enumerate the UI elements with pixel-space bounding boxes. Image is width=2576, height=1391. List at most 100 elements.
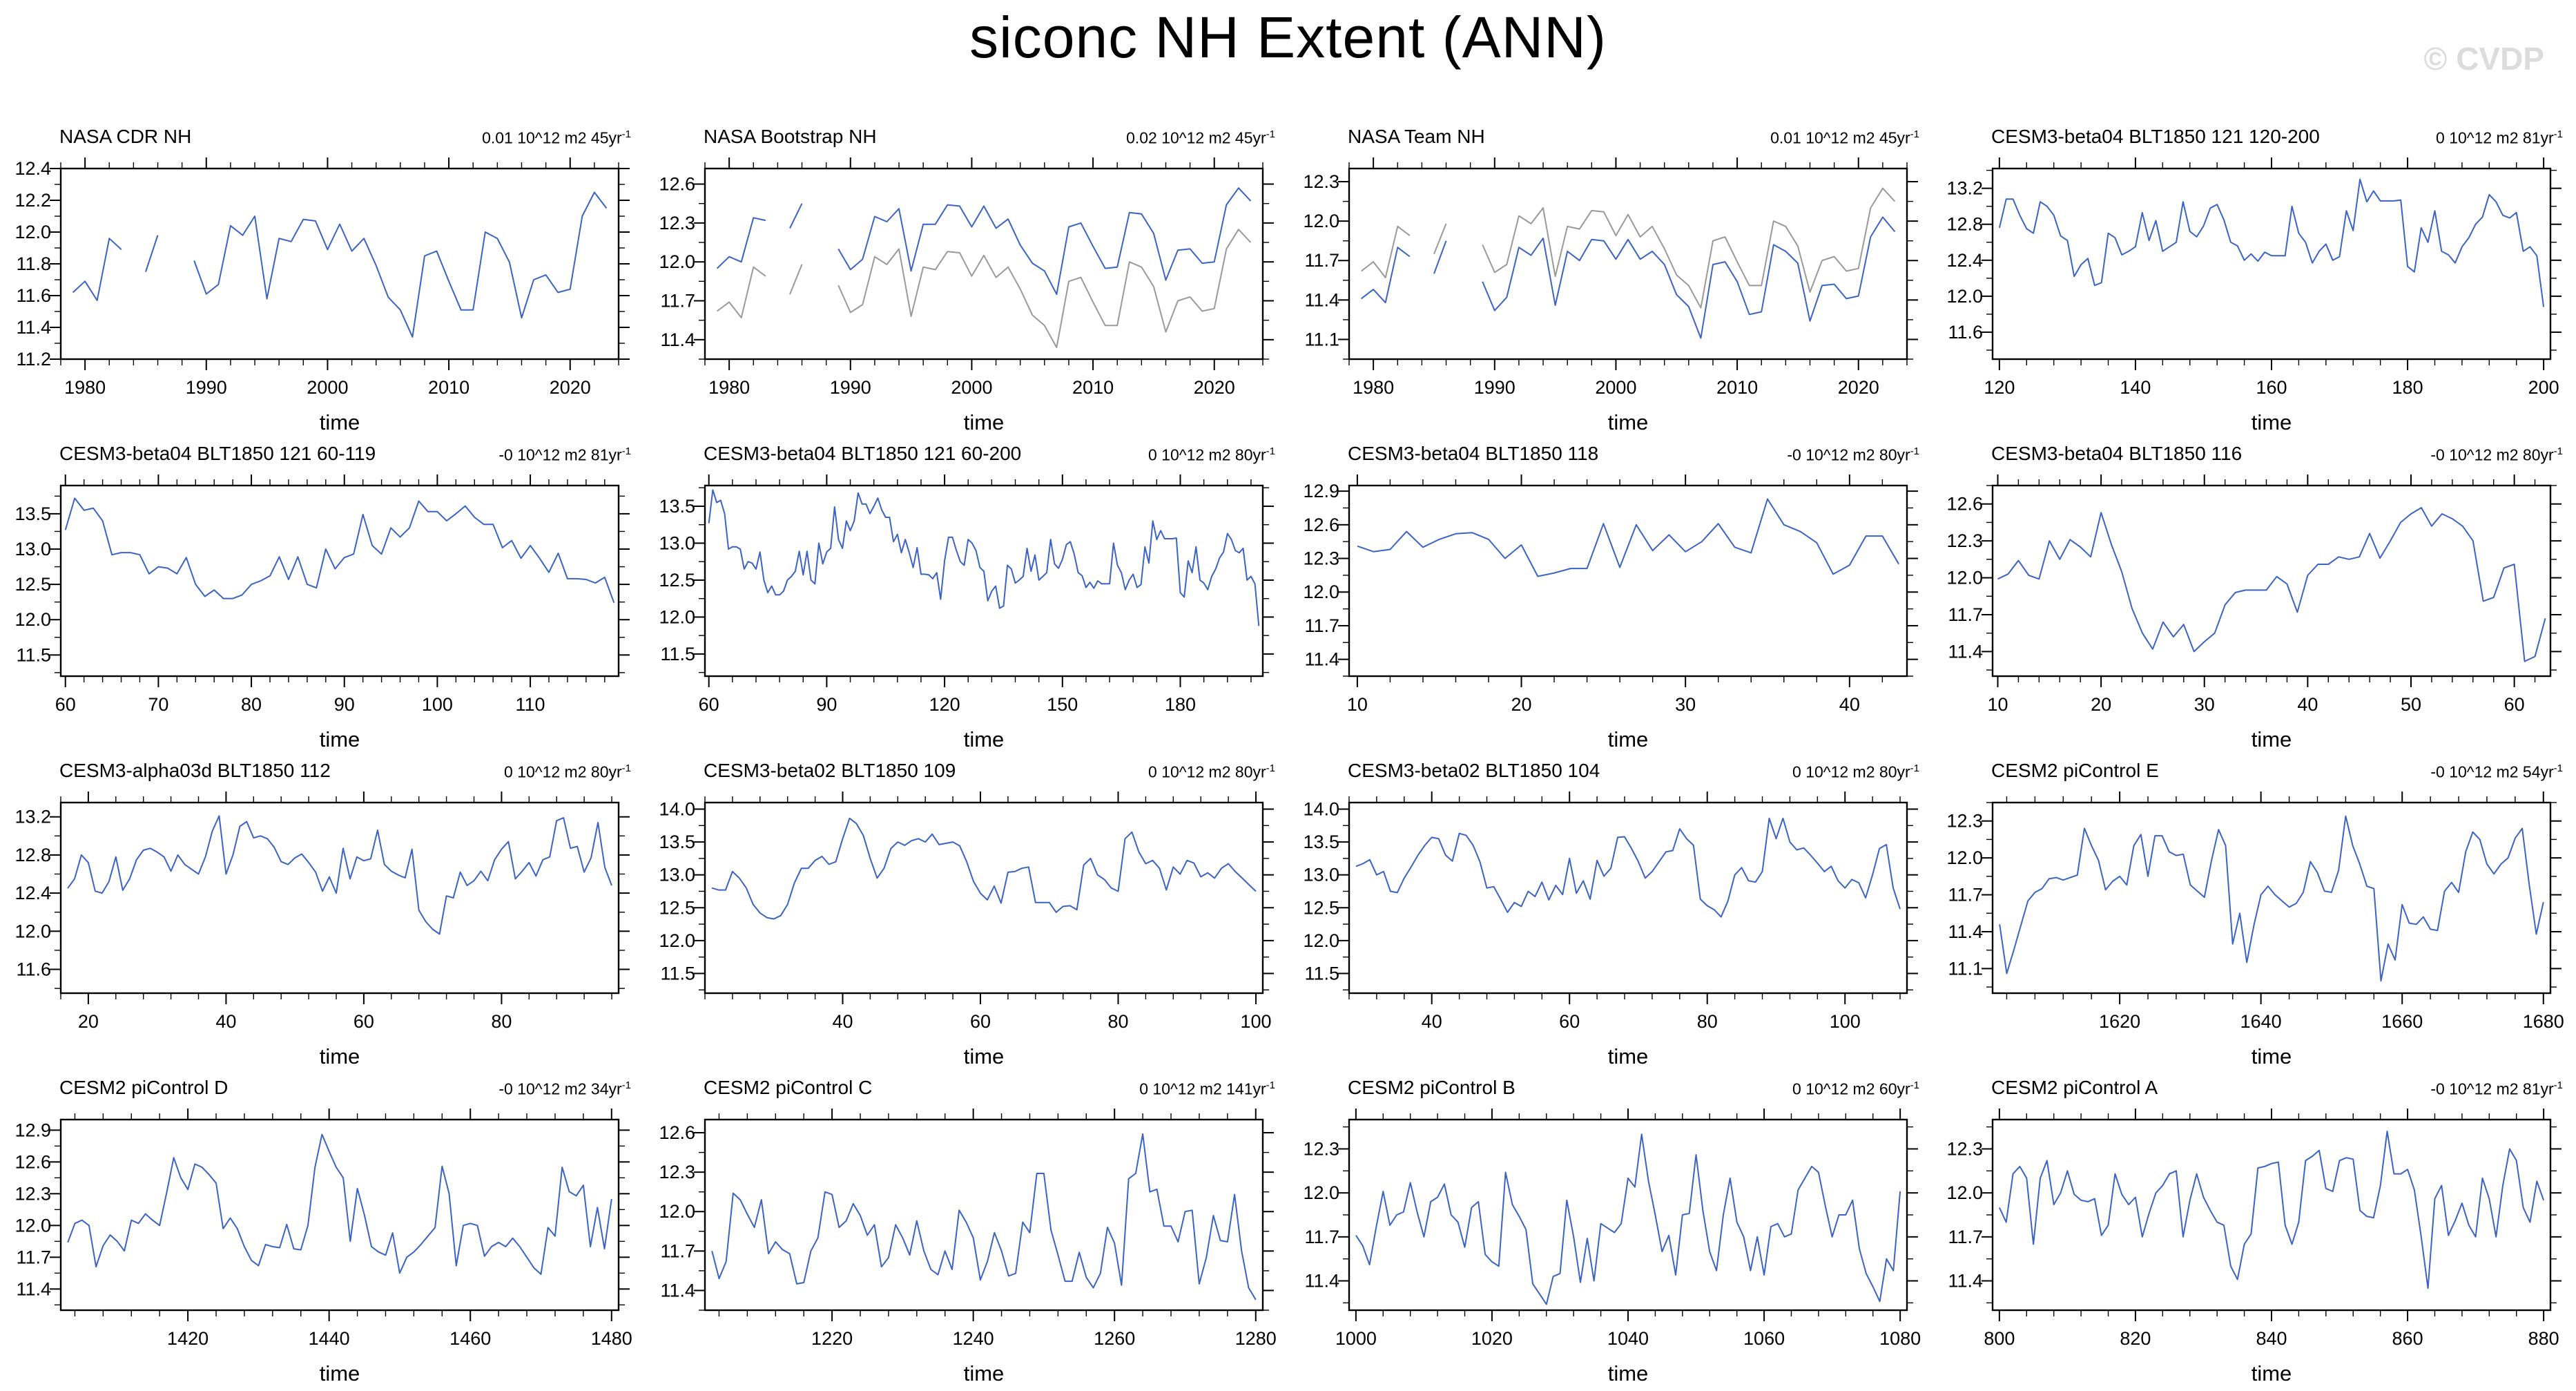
- x-tick-label: 60: [2504, 694, 2525, 715]
- x-axis-title: time: [964, 727, 1005, 751]
- panel-trend-value: 0 10^12 m2 80yr: [1148, 762, 1266, 781]
- y-tick-label: 13.0: [659, 533, 695, 553]
- panel-plot: 11.2 11.4 11.6 11.8 12.0 12.2 12.4 1980 1990 2000…: [14, 157, 630, 434]
- x-tick-label: 50: [2401, 694, 2421, 715]
- y-tick-label: 11.6: [16, 285, 51, 306]
- panel-cesm3-beta04-blt1850-121-120-200: CESM3-beta04 BLT1850 121 120-200 0 10^12 …: [1932, 123, 2575, 439]
- panel-title: NASA CDR NH: [59, 126, 192, 147]
- axis-ticks: [50, 792, 630, 1004]
- panel-title: CESM3-beta04 BLT1850 121 120-200: [1991, 126, 2320, 147]
- panel-header: CESM3-beta02 BLT1850 109 0 10^12 m2 80yr-…: [644, 757, 1288, 785]
- plot-frame: [1991, 167, 2552, 361]
- panel-trend-label: 0 10^12 m2 80yr-1: [1148, 445, 1275, 465]
- x-tick-label: 1440: [309, 1328, 350, 1349]
- panel-cesm3-alpha03d-blt1850-112: CESM3-alpha03d BLT1850 112 0 10^12 m2 80y…: [0, 757, 643, 1073]
- plot-frame: [1348, 801, 1908, 995]
- x-tick-label: 80: [241, 694, 262, 715]
- panel-header: CESM3-beta04 BLT1850 116 -0 10^12 m2 80yr…: [1932, 440, 2575, 468]
- y-tick-label: 11.4: [1304, 289, 1339, 310]
- x-tick-label: 1240: [953, 1328, 994, 1349]
- y-tick-label: 11.7: [1304, 615, 1339, 636]
- y-tick-label: 12.3: [1303, 548, 1339, 569]
- panel-trend-exponent: -1: [621, 128, 631, 140]
- x-tick-label: 100: [1830, 1011, 1861, 1032]
- x-tick-label: 2000: [1595, 377, 1636, 398]
- data-line-primary: [1360, 216, 1896, 339]
- data-line-primary: [1355, 817, 1901, 918]
- panel-plot: 11.4 11.7 12.0 12.3 12.6 10 20 30 40 50 60 time: [1946, 474, 2562, 751]
- y-tick-label: 12.9: [1303, 481, 1339, 501]
- axis-labels: 11.5 12.0 12.5 13.0 13.5 60 90 120 150 180 time: [659, 496, 1196, 751]
- panel-cesm3-beta02-blt1850-109: CESM3-beta02 BLT1850 109 0 10^12 m2 80yr-…: [644, 757, 1288, 1073]
- y-tick-label: 11.4: [1948, 641, 1983, 662]
- x-tick-label: 1990: [830, 377, 871, 398]
- panel-title: CESM2 piControl D: [59, 1077, 229, 1098]
- y-tick-label: 11.6: [16, 959, 51, 980]
- y-tick-label: 12.4: [14, 158, 51, 179]
- y-tick-label: 11.7: [1948, 1227, 1983, 1247]
- plot-frame: [1348, 1118, 1908, 1312]
- panel-plot: 11.4 11.7 12.0 12.3 800 820 840 860 880 time: [1946, 1109, 2562, 1385]
- x-tick-label: 20: [1511, 694, 1532, 715]
- x-tick-label: 180: [2392, 377, 2423, 398]
- x-axis-title: time: [320, 1044, 360, 1068]
- panel-nasa-cdr-nh: NASA CDR NH 0.01 10^12 m2 45yr-1 11.2 11.4 1…: [0, 123, 643, 439]
- y-tick-label: 12.3: [14, 1183, 51, 1204]
- data-line-primary: [716, 187, 1252, 296]
- y-tick-label: 12.2: [14, 190, 51, 211]
- x-tick-label: 1080: [1879, 1328, 1921, 1349]
- x-axis-title: time: [1608, 727, 1649, 751]
- data-line-primary: [1998, 1131, 2545, 1289]
- axis-labels: 11.4 11.7 12.0 12.3 12.6 10 20 30 40 50 60 time: [1946, 494, 2524, 751]
- panel-trend-value: 0.02 10^12 m2 45yr: [1126, 128, 1266, 147]
- x-tick-label: 40: [2297, 694, 2318, 715]
- panel-cesm3-beta04-blt1850-121-60-119: CESM3-beta04 BLT1850 121 60-119 -0 10^12 …: [0, 440, 643, 756]
- panel-trend-exponent: -1: [1266, 1080, 1275, 1091]
- y-tick-label: 12.0: [14, 609, 51, 630]
- x-tick-label: 1480: [591, 1328, 632, 1349]
- panel-trend-exponent: -1: [1266, 762, 1275, 774]
- x-axis-title: time: [1608, 1044, 1649, 1068]
- panel-plot: 11.1 11.4 11.7 12.0 12.3 1620 1640 1660 1680 time: [1946, 792, 2564, 1068]
- x-tick-label: 40: [1422, 1011, 1442, 1032]
- panel-trend-value: -0 10^12 m2 80yr: [1787, 445, 1910, 464]
- data-line-primary: [67, 1133, 612, 1275]
- panel-trend-label: -0 10^12 m2 34yr-1: [498, 1080, 631, 1099]
- panel-header: CESM3-beta04 BLT1850 121 60-119 -0 10^12 …: [0, 440, 643, 468]
- x-tick-label: 80: [1697, 1011, 1718, 1032]
- panel-trend-value: 0.01 10^12 m2 45yr: [482, 128, 622, 147]
- y-tick-label: 12.0: [659, 930, 695, 951]
- y-tick-label: 14.0: [659, 799, 695, 820]
- panel-trend-label: -0 10^12 m2 80yr-1: [1787, 445, 1919, 465]
- y-tick-label: 11.4: [1304, 1271, 1339, 1292]
- x-tick-label: 2020: [1194, 377, 1235, 398]
- x-axis-title: time: [320, 727, 360, 751]
- panel-plot: 11.5 12.0 12.5 13.0 13.5 60 90 120 150 180 time: [659, 474, 1274, 751]
- axis-labels: 11.2 11.4 11.6 11.8 12.0 12.2 12.4 1980 1990 2000…: [14, 158, 590, 434]
- y-tick-label: 12.0: [14, 921, 51, 941]
- axis-ticks: [1338, 474, 1918, 687]
- y-tick-label: 11.4: [660, 329, 695, 350]
- x-tick-label: 1000: [1335, 1328, 1377, 1349]
- y-tick-label: 11.7: [1304, 1227, 1339, 1247]
- plot-frame: [1991, 484, 2552, 678]
- x-tick-label: 1990: [1474, 377, 1515, 398]
- x-tick-label: 20: [2091, 694, 2111, 715]
- y-tick-label: 11.7: [660, 291, 695, 311]
- x-tick-label: 180: [1165, 694, 1196, 715]
- plot-frame: [59, 484, 620, 678]
- panel-cesm2-picontrol-e: CESM2 piControl E -0 10^12 m2 54yr-1 11.1 1…: [1932, 757, 2575, 1073]
- panel-title: CESM3-beta04 BLT1850 121 60-119: [59, 443, 376, 464]
- x-tick-label: 90: [816, 694, 837, 715]
- x-tick-label: 120: [1984, 377, 2015, 398]
- y-tick-label: 11.5: [1304, 963, 1339, 984]
- x-tick-label: 60: [699, 694, 719, 715]
- data-line-primary: [708, 489, 1260, 626]
- y-tick-label: 12.0: [1946, 847, 1983, 868]
- x-tick-label: 1980: [1353, 377, 1394, 398]
- data-line-reference: [717, 229, 1252, 349]
- y-tick-label: 12.3: [1946, 1138, 1983, 1159]
- x-axis-title: time: [320, 1361, 360, 1385]
- panel-plot: 11.6 12.0 12.4 12.8 13.2 20 40 60 80 time: [14, 792, 630, 1068]
- data-line-primary: [1997, 507, 2546, 662]
